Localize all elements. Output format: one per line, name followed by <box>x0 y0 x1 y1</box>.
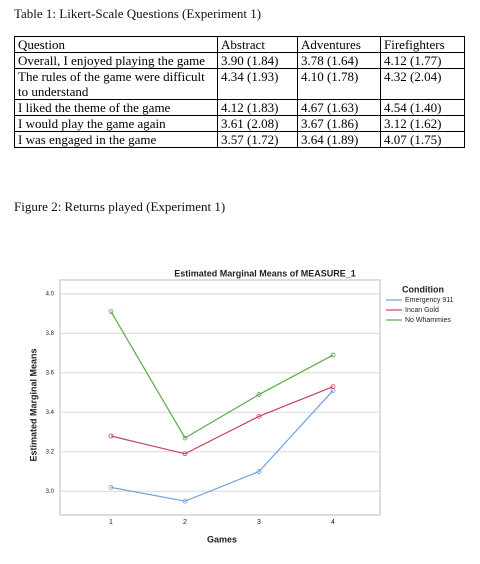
table-cell: 4.67 (1.63) <box>296 99 382 116</box>
series-line <box>110 311 334 439</box>
y-axis-label: Estimated Marginal Means <box>28 348 38 461</box>
legend-title: Condition <box>402 284 444 294</box>
data-point <box>182 451 188 457</box>
table-cell: 3.64 (1.89) <box>296 131 382 148</box>
legend-label: Incan Gold <box>405 307 439 314</box>
x-tick-label: 4 <box>331 519 335 526</box>
table-cell: The rules of the game were difficult to … <box>14 68 218 100</box>
data-point <box>256 413 262 419</box>
likert-table: Question Abstract Adventures Firefighters Ov… <box>14 36 465 148</box>
table-caption: Table 1: Likert-Scale Questions (Experim… <box>14 6 262 21</box>
chart-title: Estimated Marginal Means of MEASURE_1 <box>174 268 356 278</box>
header-row: Question Abstract Adventures Firefighters <box>14 36 465 53</box>
data-point <box>182 498 188 504</box>
table-cell: Adventures <box>296 36 382 53</box>
data-point <box>330 352 336 358</box>
legend-label: Emergency 911 <box>405 297 454 304</box>
data-point <box>256 392 262 397</box>
x-axis-label: Games <box>207 534 237 544</box>
x-tick-label: 1 <box>109 519 113 526</box>
table-cell: 4.54 (1.40) <box>380 99 465 116</box>
plot-frame <box>59 279 381 516</box>
table-cell: 4.10 (1.78) <box>296 68 382 100</box>
y-tick-label: 3.2 <box>46 449 55 455</box>
table-cell: 3.90 (1.84) <box>217 52 298 69</box>
table-cell: 3.57 (1.72) <box>217 131 298 148</box>
y-tick-label: 4.0 <box>46 291 55 297</box>
x-tick-label: 2 <box>183 519 187 526</box>
data-point <box>108 433 114 439</box>
table-row: Overall, I enjoyed playing the game 3.90 … <box>14 52 465 69</box>
figure-caption: Figure 2: Returns played (Experiment 1) <box>14 199 226 214</box>
data-point <box>108 309 114 314</box>
y-tick-label: 3.4 <box>46 410 55 416</box>
table-row: I was engaged in the game 3.57 (1.72) 3.64… <box>14 131 465 148</box>
data-point <box>256 469 262 474</box>
table-cell: 4.12 (1.77) <box>380 52 465 69</box>
y-tick-label: 3.6 <box>46 370 55 376</box>
x-tick-label: 3 <box>257 519 261 526</box>
y-tick-label: 3.0 <box>46 489 55 495</box>
y-tick-label: 3.8 <box>46 331 55 337</box>
series-line <box>110 390 334 502</box>
legend-label: No Whammies <box>405 317 451 324</box>
table-cell: 4.07 (1.75) <box>380 131 465 148</box>
table-cell: Abstract <box>217 36 298 53</box>
table-row: The rules of the game were difficult to … <box>14 68 465 100</box>
data-point <box>330 384 336 390</box>
table-body: Question Abstract Adventures Firefighters Ov… <box>14 36 465 148</box>
data-point <box>108 484 114 490</box>
data-point <box>182 435 188 441</box>
series-line <box>110 386 334 455</box>
table-cell: I was engaged in the game <box>14 131 218 148</box>
